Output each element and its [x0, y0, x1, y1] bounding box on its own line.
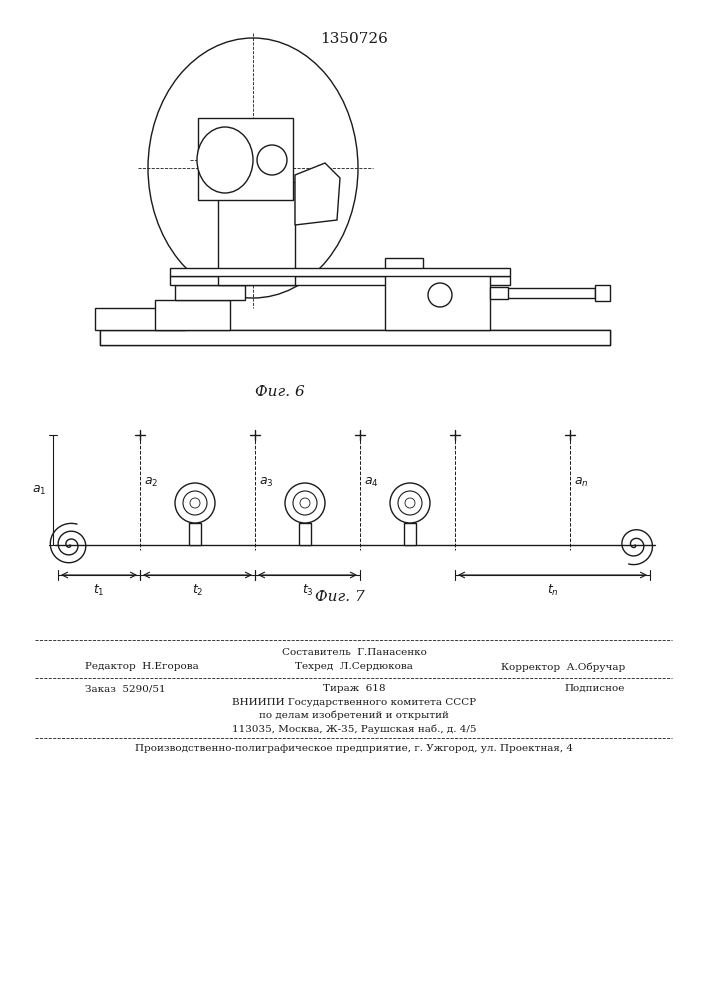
Text: Редактор  Н.Егорова: Редактор Н.Егорова: [85, 662, 199, 671]
Text: Заказ  5290/51: Заказ 5290/51: [85, 684, 165, 693]
Text: $a_n$: $a_n$: [574, 475, 589, 489]
Text: по делам изобретений и открытий: по делам изобретений и открытий: [259, 711, 449, 720]
Text: $a_2$: $a_2$: [144, 475, 158, 489]
Bar: [385, 258, 423, 270]
Text: Фиг. 7: Фиг. 7: [315, 590, 365, 604]
Bar: [175, 285, 245, 300]
Bar: [95, 308, 185, 330]
Bar: [595, 285, 610, 301]
Text: $t_2$: $t_2$: [192, 583, 203, 598]
Circle shape: [175, 483, 215, 523]
Text: 1350726: 1350726: [320, 32, 388, 46]
Text: $a_4$: $a_4$: [364, 475, 379, 489]
Circle shape: [390, 483, 430, 523]
Bar: [100, 330, 610, 345]
Ellipse shape: [197, 127, 253, 193]
Circle shape: [183, 491, 207, 515]
Text: $t_3$: $t_3$: [302, 583, 313, 598]
Circle shape: [190, 498, 200, 508]
Text: Тираж  618: Тираж 618: [323, 684, 385, 693]
Bar: [155, 300, 230, 330]
Text: $a_3$: $a_3$: [259, 475, 274, 489]
Circle shape: [293, 491, 317, 515]
Polygon shape: [295, 163, 340, 225]
Ellipse shape: [148, 38, 358, 298]
Circle shape: [428, 283, 452, 307]
Text: Составитель  Г.Панасенко: Составитель Г.Панасенко: [281, 648, 426, 657]
Bar: [170, 268, 510, 276]
Text: Фиг. 6: Фиг. 6: [255, 385, 305, 399]
Bar: [218, 182, 295, 285]
Circle shape: [257, 145, 287, 175]
Text: Техред  Л.Сердюкова: Техред Л.Сердюкова: [295, 662, 413, 671]
Text: ВНИИПИ Государственного комитета СССР: ВНИИПИ Государственного комитета СССР: [232, 698, 476, 707]
Bar: [385, 270, 490, 330]
Bar: [198, 118, 293, 200]
Text: 113035, Москва, Ж-35, Раушская наб., д. 4/5: 113035, Москва, Ж-35, Раушская наб., д. …: [232, 724, 477, 734]
Bar: [404, 523, 416, 545]
Text: $a_1$: $a_1$: [32, 483, 46, 497]
Circle shape: [405, 498, 415, 508]
Text: $t_n$: $t_n$: [547, 583, 559, 598]
Circle shape: [285, 483, 325, 523]
Circle shape: [398, 491, 422, 515]
Text: Корректор  А.Обручар: Корректор А.Обручар: [501, 662, 625, 672]
Circle shape: [300, 498, 310, 508]
Text: Производственно-полиграфическое предприятие, г. Ужгород, ул. Проектная, 4: Производственно-полиграфическое предприя…: [135, 744, 573, 753]
Text: Подписное: Подписное: [565, 684, 625, 693]
Bar: [299, 523, 311, 545]
Bar: [490, 287, 508, 299]
Bar: [170, 276, 510, 285]
Text: $t_1$: $t_1$: [93, 583, 105, 598]
Bar: [189, 523, 201, 545]
